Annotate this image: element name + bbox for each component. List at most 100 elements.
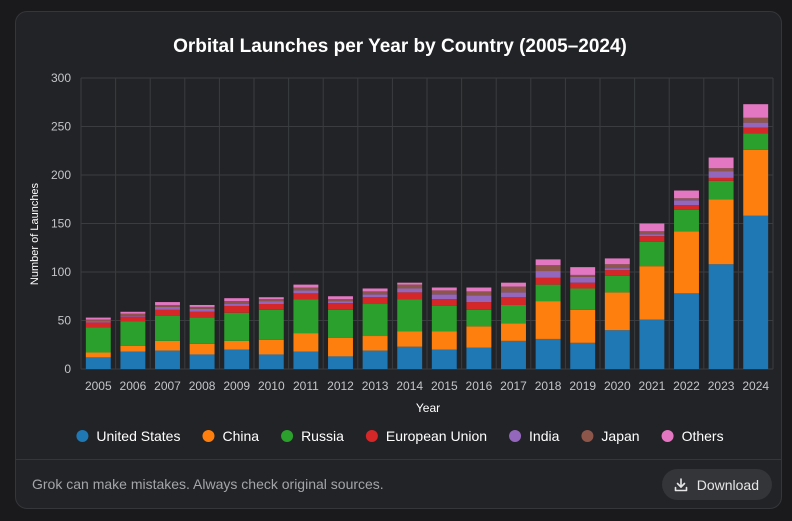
x-axis-ticks: 2005 2006 2007 2008 2009 2010 2011 2012 2013 2014… bbox=[85, 379, 769, 393]
bar-segment bbox=[604, 292, 630, 331]
disclaimer-text: Grok can make mistakes. Always check ori… bbox=[32, 476, 384, 492]
legend-swatch bbox=[76, 430, 89, 442]
bar-segment bbox=[293, 290, 319, 294]
bar-segment bbox=[189, 308, 215, 312]
y-tick-label: 200 bbox=[51, 168, 71, 182]
x-axis-label: Year bbox=[416, 401, 440, 415]
bar-segment bbox=[258, 297, 284, 300]
bar-segment bbox=[639, 319, 665, 369]
bar-segment bbox=[535, 265, 561, 272]
bar-segment bbox=[155, 309, 180, 316]
bar-segment bbox=[570, 288, 596, 310]
bar-segment bbox=[120, 316, 146, 322]
bar-segment bbox=[224, 312, 250, 341]
bar-segment bbox=[120, 311, 146, 314]
bar-segment bbox=[155, 302, 180, 305]
bar-segment bbox=[501, 340, 526, 369]
x-tick-label: 2013 bbox=[362, 379, 389, 393]
bar-segment bbox=[639, 241, 665, 267]
chart-card: Orbital Launches per Year by Country (20… bbox=[15, 11, 782, 509]
legend-label: Others bbox=[682, 428, 724, 444]
bar-segment bbox=[362, 294, 388, 298]
y-tick-label: 100 bbox=[51, 265, 71, 279]
bar-segment bbox=[431, 294, 457, 300]
download-button[interactable]: Download bbox=[661, 469, 772, 500]
bar-segment bbox=[639, 231, 665, 235]
bar-segment bbox=[362, 350, 388, 369]
bar-segment bbox=[397, 288, 423, 293]
x-tick-label: 2020 bbox=[604, 379, 631, 393]
bar-segment bbox=[224, 304, 250, 306]
bar-segment bbox=[604, 270, 630, 276]
bar-segment bbox=[639, 236, 665, 242]
x-tick-label: 2023 bbox=[708, 379, 735, 393]
legend: United States China Russia European Union In… bbox=[76, 428, 724, 444]
x-tick-label: 2012 bbox=[327, 379, 354, 393]
legend-label: India bbox=[529, 428, 560, 444]
bar-segment bbox=[431, 331, 457, 350]
bar-segment bbox=[570, 276, 596, 283]
bar-segment bbox=[189, 304, 215, 307]
bar-segment bbox=[258, 301, 284, 305]
bar-segment bbox=[501, 297, 526, 305]
bar-segment bbox=[397, 282, 423, 285]
bar-segment bbox=[293, 351, 319, 369]
legend-label: China bbox=[222, 428, 259, 444]
legend-swatch bbox=[661, 430, 674, 442]
bar-segment bbox=[328, 303, 353, 310]
y-tick-label: 250 bbox=[51, 120, 71, 134]
bar-segment bbox=[328, 309, 353, 338]
bar-segment bbox=[120, 313, 146, 316]
x-tick-label: 2014 bbox=[396, 379, 423, 393]
bar-segment bbox=[120, 315, 146, 317]
bar-segment bbox=[674, 293, 699, 369]
bar-segment bbox=[120, 351, 146, 369]
bar-segment bbox=[293, 287, 319, 291]
bar-segment bbox=[189, 317, 215, 344]
bar-segment bbox=[743, 149, 769, 216]
bar-segment bbox=[397, 284, 423, 289]
bar-segment bbox=[258, 339, 284, 355]
bar-segment bbox=[431, 305, 457, 332]
bar-segment bbox=[293, 293, 319, 300]
x-tick-label: 2005 bbox=[85, 379, 112, 393]
stacked-bar-chart: Orbital Launches per Year by Country (20… bbox=[29, 36, 774, 444]
bar-segment bbox=[258, 309, 284, 340]
bar-segment bbox=[85, 317, 111, 320]
bar-segment bbox=[674, 190, 699, 199]
legend-label: United States bbox=[96, 428, 180, 444]
bar-segment bbox=[293, 284, 319, 288]
bar-segment bbox=[743, 117, 769, 123]
x-tick-label: 2017 bbox=[500, 379, 527, 393]
legend-swatch bbox=[509, 430, 522, 442]
bar-segment bbox=[362, 288, 388, 292]
bar-segment bbox=[155, 315, 180, 341]
bar-segment bbox=[535, 277, 561, 285]
bar-segment bbox=[85, 319, 111, 322]
bar-segment bbox=[501, 304, 526, 324]
bar-segment bbox=[85, 352, 111, 358]
x-tick-label: 2022 bbox=[673, 379, 700, 393]
bar-segment bbox=[535, 259, 561, 266]
bar-segment bbox=[604, 275, 630, 293]
y-axis-ticks: 0 50 100 150 200 250 300 bbox=[51, 71, 71, 376]
bar-segment bbox=[501, 282, 526, 287]
bar-segment bbox=[639, 234, 665, 237]
bar-segment bbox=[258, 354, 284, 369]
bar-segment bbox=[535, 271, 561, 278]
x-tick-label: 2011 bbox=[293, 379, 319, 393]
bar-segment bbox=[397, 331, 423, 347]
legend-swatch bbox=[281, 430, 294, 442]
bar-segment bbox=[224, 349, 250, 369]
bar-segment bbox=[743, 127, 769, 134]
bar-segment bbox=[708, 180, 734, 200]
bar-segment bbox=[189, 354, 215, 369]
bar-segment bbox=[189, 343, 215, 355]
bar-segment bbox=[293, 299, 319, 334]
bar-segment bbox=[604, 268, 630, 271]
bar-segment bbox=[155, 340, 180, 351]
x-tick-label: 2021 bbox=[639, 379, 666, 393]
bar-segment bbox=[362, 304, 388, 337]
legend-label: Japan bbox=[601, 428, 639, 444]
bar-segment bbox=[501, 286, 526, 293]
